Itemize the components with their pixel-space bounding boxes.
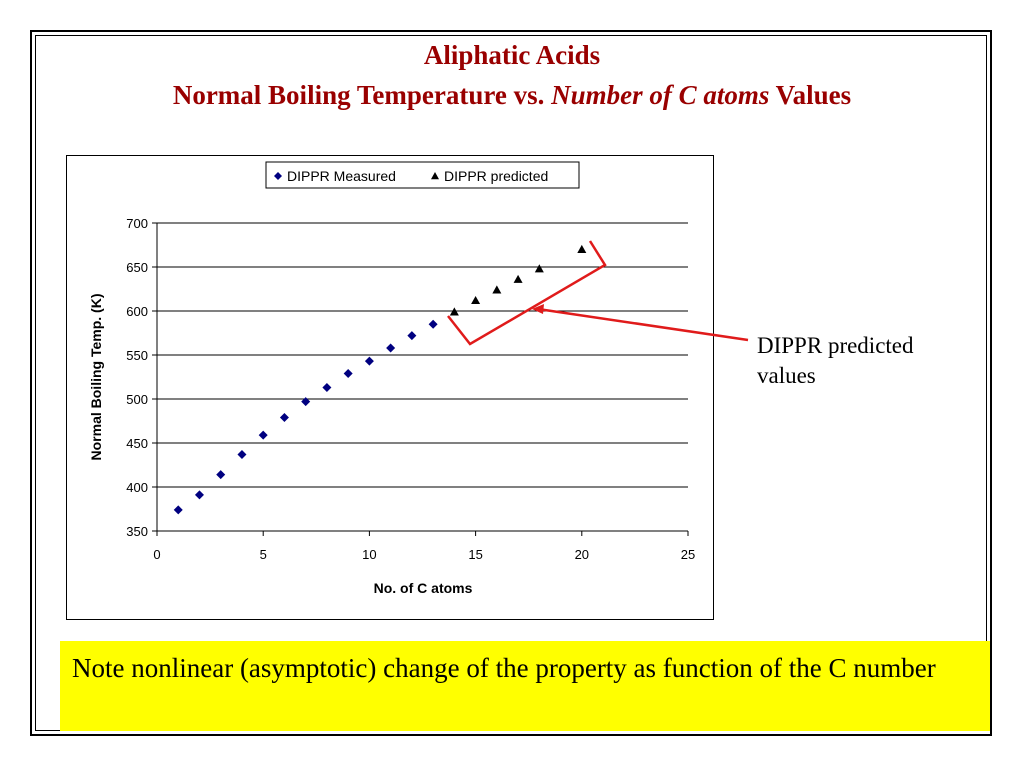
legend-measured-marker [274, 172, 282, 180]
measured-point [194, 490, 204, 500]
predicted-point [577, 244, 587, 253]
legend-measured-label: DIPPR Measured [287, 168, 396, 184]
measured-point [237, 449, 247, 459]
measured-point [301, 397, 311, 407]
predicted-point [471, 295, 481, 305]
predicted-point [449, 307, 459, 316]
measured-point [173, 505, 183, 515]
y-tick-label: 650 [126, 260, 148, 275]
measured-point [364, 356, 374, 366]
callout-bracket [447, 240, 607, 346]
measured-point [322, 383, 332, 393]
slide-frame-outer [30, 30, 992, 736]
measured-point [343, 368, 353, 378]
x-axis-label: No. of C atoms [374, 580, 473, 596]
x-tick-label: 20 [575, 547, 589, 562]
y-tick-label: 600 [126, 304, 148, 319]
callout-arrow-line [537, 307, 749, 342]
chart-gridlines [157, 222, 688, 488]
title-part-a: Normal Boiling Temperature vs. [172, 80, 552, 110]
title-part-b-italic: Number of C atoms [551, 80, 770, 110]
measured-point [386, 343, 396, 353]
chart-points [173, 244, 587, 515]
y-tick-label: 550 [126, 348, 148, 363]
measured-point [216, 470, 226, 480]
legend-predicted-label: DIPPR predicted [444, 168, 548, 184]
predicted-point [534, 264, 544, 273]
chart-legend: DIPPR Measured DIPPR predicted [265, 161, 580, 189]
x-tick-label: 10 [362, 547, 376, 562]
callout-arrow-head [532, 304, 544, 314]
x-tick-label: 15 [468, 547, 482, 562]
y-axis-label: Normal Boiling Temp. (K) [88, 294, 104, 461]
y-tick-label: 500 [126, 392, 148, 407]
y-tick-label: 700 [126, 216, 148, 231]
callout-label: DIPPR predicted values [757, 333, 914, 388]
y-tick-label: 450 [126, 436, 148, 451]
chart-tick-labels: 350 400 450 500 550 600 650 700 0 5 10 15 20 25 [126, 216, 695, 562]
measured-point [428, 319, 438, 329]
legend-predicted-marker [431, 172, 439, 180]
x-tick-label: 25 [681, 547, 695, 562]
slide-title-line-2: Normal Boiling Temperature vs. Number of… [0, 80, 1024, 111]
measured-point [407, 331, 417, 341]
predicted-values-callout [447, 240, 749, 346]
legend-box [265, 161, 580, 189]
y-tick-label: 400 [126, 480, 148, 495]
predicted-point [492, 285, 502, 294]
x-tick-label: 0 [153, 547, 160, 562]
y-tick-label: 350 [126, 524, 148, 539]
title-part-c: Values [769, 80, 852, 110]
slide-title-line-1: Aliphatic Acids [423, 40, 601, 70]
chart-area [66, 155, 714, 620]
x-tick-label: 5 [260, 547, 267, 562]
chart-axes [152, 222, 689, 536]
predicted-point [513, 274, 523, 283]
note-box: Note nonlinear (asymptotic) change of th… [60, 641, 990, 731]
measured-point [279, 412, 289, 422]
measured-point [258, 430, 268, 440]
